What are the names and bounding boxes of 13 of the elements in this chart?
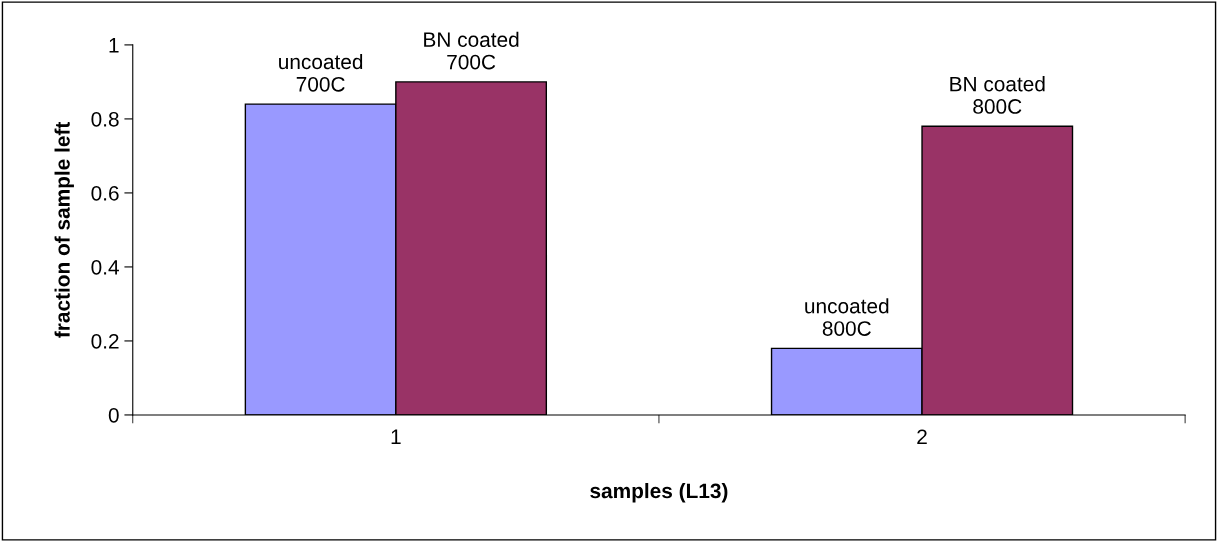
y-tick-label: 1	[109, 38, 119, 53]
data-label: BN coated 800C	[950, 76, 1045, 114]
data-label: uncoated 700C	[279, 53, 363, 92]
y-tick-label: 0.8	[91, 111, 119, 127]
x-tick-label: 2	[917, 429, 927, 444]
y-tick-label: 0.4	[91, 259, 119, 275]
data-label: BN coated 700C	[424, 31, 519, 70]
y-tick-label: 0	[108, 407, 119, 423]
data-label: uncoated 800C	[805, 298, 889, 336]
y-axis-title: fraction of sample left	[54, 121, 74, 338]
x-axis-title: samples (L13)	[590, 482, 728, 503]
y-tick-label: 0.6	[91, 185, 119, 201]
y-tick-label: 0.2	[91, 333, 119, 349]
